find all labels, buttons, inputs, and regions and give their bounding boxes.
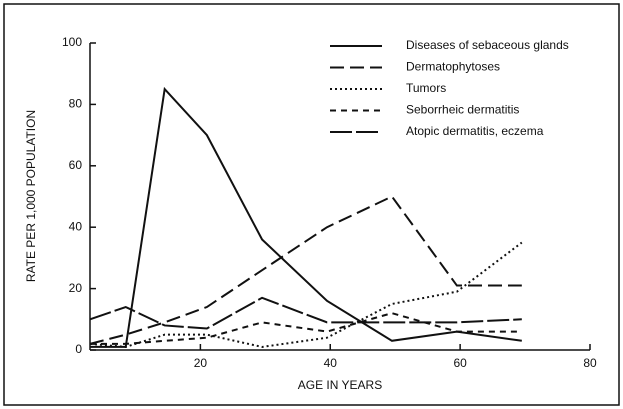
series-line — [89, 195, 522, 345]
y-tick-label: 80 — [69, 97, 83, 111]
y-tick-label: 100 — [62, 35, 82, 49]
y-axis-label: RATE PER 1,000 POPULATION — [24, 110, 38, 282]
x-tick-label: 80 — [583, 356, 597, 370]
legend-label: Seborrheic dermatitis — [406, 103, 519, 117]
series-line — [90, 86, 522, 348]
x-tick-label: 20 — [194, 356, 208, 370]
y-tick-label: 0 — [75, 342, 82, 356]
series-line — [90, 312, 522, 345]
x-tick-label: 60 — [453, 356, 467, 370]
y-tick-label: 20 — [69, 281, 83, 295]
x-axis-label: AGE IN YEARS — [298, 378, 382, 392]
x-tick-label: 40 — [324, 356, 338, 370]
frame — [3, 3, 620, 406]
legend-label: Dermatophytoses — [406, 60, 500, 74]
legend-label: Atopic dermatitis, eczema — [406, 124, 544, 138]
legend-label: Diseases of sebaceous glands — [406, 38, 569, 52]
series-line — [89, 241, 523, 348]
legend-label: Tumors — [406, 81, 446, 95]
series-line — [89, 296, 522, 330]
y-tick-label: 60 — [69, 158, 83, 172]
y-tick-label: 40 — [69, 219, 83, 233]
